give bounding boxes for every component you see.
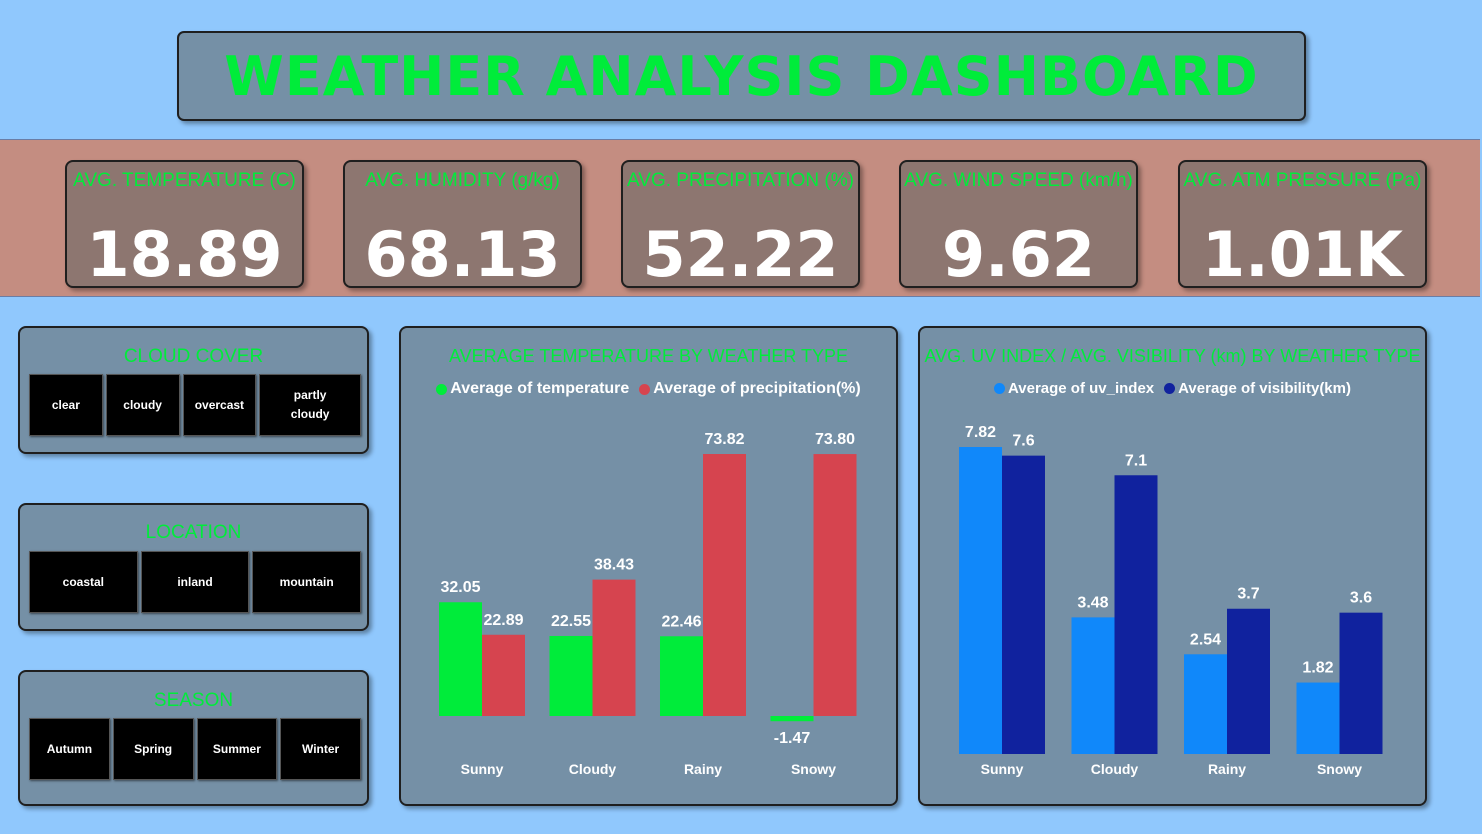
bar-snowy-series-0[interactable] bbox=[770, 716, 814, 722]
circle-icon bbox=[1164, 383, 1176, 394]
legend-label: Average of temperature bbox=[450, 380, 630, 397]
dashboard-title: WEATHER ANALYSIS DASHBOARD bbox=[224, 44, 1259, 108]
category-label: Sunny bbox=[981, 761, 1024, 777]
bar-rainy-series-1[interactable] bbox=[1227, 608, 1270, 754]
kpi-card-wind-speed: AVG. WIND SPEED (km/h) 9.62 bbox=[899, 160, 1138, 291]
data-label: 73.80 bbox=[815, 431, 855, 448]
slicer-option-clear[interactable]: clear bbox=[29, 374, 103, 436]
data-label: 38.43 bbox=[594, 557, 634, 574]
slicer-option-spring[interactable]: Spring bbox=[112, 718, 194, 780]
bar-sunny-series-1[interactable] bbox=[1002, 455, 1045, 754]
data-label: 22.46 bbox=[661, 613, 701, 630]
slicer-options: coastal inland mountain bbox=[29, 551, 362, 613]
bar-snowy-series-1[interactable] bbox=[1339, 612, 1383, 754]
kpi-value: 1.01K bbox=[1201, 218, 1403, 291]
bar-rainy-series-1[interactable] bbox=[703, 454, 746, 716]
chart-title: AVG. UV INDEX / AVG. VISIBILITY (km) BY … bbox=[924, 346, 1421, 366]
chart-legend: Average of temperature Average of precip… bbox=[401, 380, 896, 398]
bar-cloudy-series-1[interactable] bbox=[592, 579, 636, 716]
chart-legend: Average of uv_index Average of visibilit… bbox=[920, 380, 1425, 397]
slicer-option-coastal[interactable]: coastal bbox=[29, 551, 138, 613]
bar-snowy-series-1[interactable] bbox=[813, 454, 857, 716]
data-label: 22.89 bbox=[483, 612, 523, 629]
bar-sunny-series-0[interactable] bbox=[959, 447, 1002, 754]
data-label: 73.82 bbox=[704, 431, 744, 448]
category-label: Sunny bbox=[461, 761, 504, 777]
slicer-location: LOCATION coastal inland mountain bbox=[18, 503, 369, 631]
data-label: -1.47 bbox=[774, 730, 811, 747]
circle-icon bbox=[993, 383, 1005, 394]
category-label: Snowy bbox=[1317, 761, 1362, 777]
kpi-card-temperature: AVG. TEMPERATURE (C) 18.89 bbox=[65, 160, 304, 291]
slicer-option-overcast[interactable]: overcast bbox=[182, 374, 257, 436]
slicer-options: Autumn Spring Summer Winter bbox=[29, 718, 361, 780]
kpi-card-precipitation: AVG. PRECIPITATION (%) 52.22 bbox=[621, 160, 860, 291]
data-label: 32.05 bbox=[440, 579, 480, 596]
circle-icon bbox=[639, 383, 651, 395]
kpi-value: 52.22 bbox=[642, 218, 839, 291]
kpi-value: 9.62 bbox=[942, 218, 1095, 291]
chart-avg-temperature-panel: AVERAGE TEMPERATURE BY WEATHER TYPE Aver… bbox=[399, 326, 898, 806]
slicer-option-summer[interactable]: Summer bbox=[196, 718, 278, 780]
bar-sunny-series-1[interactable] bbox=[482, 634, 525, 716]
data-label: 7.6 bbox=[1012, 433, 1034, 450]
slicer-option-mountain[interactable]: mountain bbox=[252, 551, 362, 613]
data-label: 3.7 bbox=[1237, 586, 1259, 603]
chart-title: AVERAGE TEMPERATURE BY WEATHER TYPE bbox=[448, 346, 849, 366]
data-label: 7.1 bbox=[1125, 452, 1147, 469]
kpi-label: AVG. PRECIPITATION (%) bbox=[627, 170, 854, 191]
bar-rainy-series-0[interactable] bbox=[660, 636, 703, 716]
data-label: 1.82 bbox=[1302, 660, 1333, 677]
bar-cloudy-series-0[interactable] bbox=[1071, 617, 1115, 754]
chart-uv-visibility-plot: 7.82 7.6 Sunny 3.48 7.1 Cloudy 2.54 3.7 Rainy 1.8… bbox=[959, 424, 1383, 777]
kpi-label: AVG. HUMIDITY (g/kg) bbox=[365, 170, 560, 191]
slicer-option-cloudy[interactable]: cloudy bbox=[105, 374, 180, 436]
slicer-season: SEASON Autumn Spring Summer Winter bbox=[18, 670, 369, 806]
legend-label: Average of visibility(km) bbox=[1178, 380, 1351, 397]
kpi-label: AVG. ATM PRESSURE (Pa) bbox=[1183, 170, 1422, 191]
slicer-cloud-cover: CLOUD COVER clear cloudy overcast partly… bbox=[18, 326, 369, 454]
slicer-title: SEASON bbox=[153, 690, 234, 711]
kpi-value: 68.13 bbox=[364, 218, 561, 291]
legend-label: Average of uv_index bbox=[1007, 380, 1155, 397]
bar-rainy-series-0[interactable] bbox=[1184, 654, 1227, 754]
data-label: 3.48 bbox=[1077, 594, 1108, 611]
category-label: Cloudy bbox=[1091, 761, 1139, 777]
slicer-option-autumn[interactable]: Autumn bbox=[29, 718, 110, 780]
category-label: Cloudy bbox=[569, 761, 617, 777]
legend-item-temperature[interactable]: Average of temperature bbox=[436, 380, 629, 398]
bar-sunny-series-0[interactable] bbox=[439, 602, 482, 716]
circle-icon bbox=[436, 383, 448, 395]
category-label: Rainy bbox=[684, 761, 722, 777]
kpi-card-atm-pressure: AVG. ATM PRESSURE (Pa) 1.01K bbox=[1178, 160, 1427, 291]
slicer-option-winter[interactable]: Winter bbox=[280, 718, 361, 780]
legend-item-visibility[interactable]: Average of visibility(km) bbox=[1164, 380, 1351, 397]
bar-snowy-series-0[interactable] bbox=[1296, 682, 1340, 754]
category-label: Rainy bbox=[1208, 761, 1246, 777]
slicer-option-partly-cloudy[interactable]: partly cloudy bbox=[259, 374, 361, 436]
kpi-value: 18.89 bbox=[86, 218, 283, 291]
legend-item-uv-index[interactable]: Average of uv_index bbox=[993, 380, 1155, 397]
data-label: 3.6 bbox=[1350, 590, 1372, 607]
slicer-title: CLOUD COVER bbox=[123, 346, 264, 367]
slicer-option-inland[interactable]: inland bbox=[140, 551, 250, 613]
category-label: Snowy bbox=[791, 761, 836, 777]
data-label: 2.54 bbox=[1190, 631, 1221, 648]
dashboard-title-box: WEATHER ANALYSIS DASHBOARD bbox=[177, 31, 1306, 121]
slicer-options: clear cloudy overcast partly cloudy bbox=[29, 374, 361, 436]
kpi-card-humidity: AVG. HUMIDITY (g/kg) 68.13 bbox=[343, 160, 582, 291]
legend-item-precipitation[interactable]: Average of precipitation(%) bbox=[639, 380, 861, 398]
kpi-label: AVG. TEMPERATURE (C) bbox=[73, 170, 296, 191]
data-label: 7.82 bbox=[965, 424, 996, 441]
legend-label: Average of precipitation(%) bbox=[653, 380, 861, 397]
bar-cloudy-series-1[interactable] bbox=[1114, 475, 1158, 754]
data-label: 22.55 bbox=[551, 613, 591, 630]
bar-cloudy-series-0[interactable] bbox=[549, 635, 593, 716]
slicer-title: LOCATION bbox=[145, 522, 242, 543]
kpi-label: AVG. WIND SPEED (km/h) bbox=[904, 170, 1133, 191]
chart-uv-visibility-panel: AVG. UV INDEX / AVG. VISIBILITY (km) BY … bbox=[918, 326, 1427, 806]
